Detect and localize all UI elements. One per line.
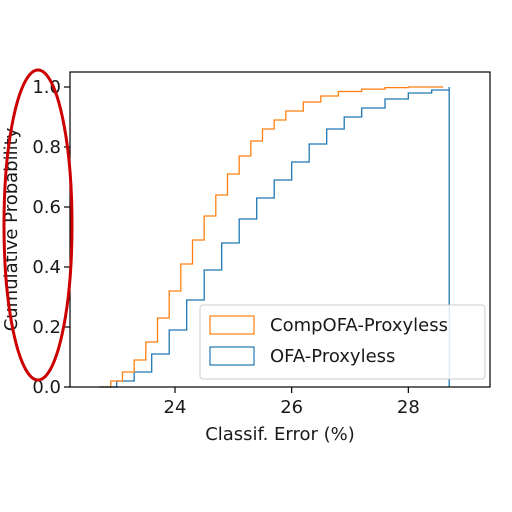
y-tick-label: 0.4 (32, 257, 61, 278)
series-line-compofa-proxyless (99, 86, 444, 388)
legend-label-ofa: OFA-Proxyless (270, 346, 395, 367)
x-axis-label: Classif. Error (%) (205, 424, 355, 445)
y-tick-label: 0.8 (32, 137, 61, 158)
y-axis: 0.0 0.2 0.4 0.6 0.8 1.0 (32, 77, 70, 398)
x-axis: 24 26 28 (164, 387, 420, 418)
y-tick-label: 1.0 (32, 77, 61, 98)
legend-swatch-ofa (209, 346, 255, 366)
y-tick-label: 0.2 (32, 317, 61, 338)
plot-frame (69, 71, 491, 388)
y-tick-label: 0.6 (32, 197, 61, 218)
legend-swatch-compofa (209, 315, 255, 335)
x-tick-label: 28 (397, 397, 420, 418)
annotation-ellipse (2, 68, 74, 382)
x-tick-label: 26 (280, 397, 303, 418)
legend: CompOFA-Proxyless OFA-Proxyless (199, 304, 486, 380)
y-tick-label: 0.0 (32, 377, 61, 398)
series-line-ofa-proxyless (99, 87, 450, 388)
legend-box (199, 304, 486, 380)
x-tick-label: 24 (164, 397, 187, 418)
plot-area (69, 71, 491, 388)
legend-label-compofa: CompOFA-Proxyless (270, 315, 448, 336)
